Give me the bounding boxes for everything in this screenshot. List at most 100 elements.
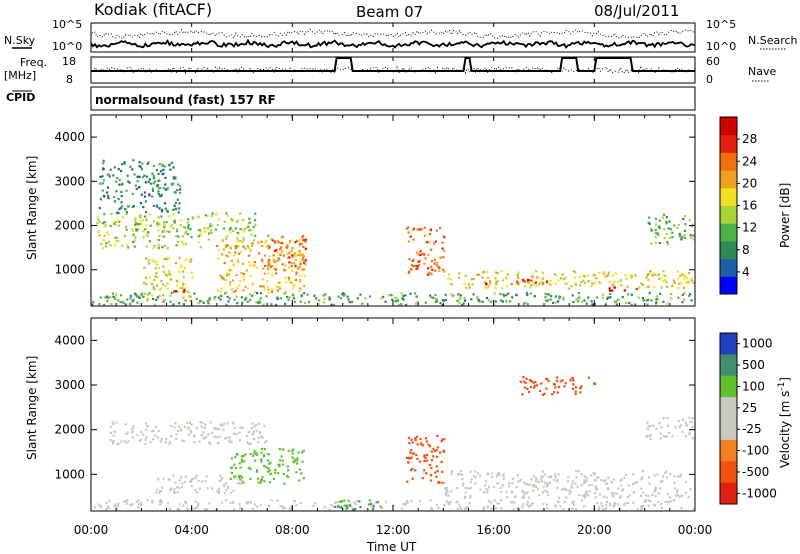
heatmap-cell (615, 303, 618, 306)
heatmap-cell (501, 300, 504, 303)
heatmap-cell (406, 480, 409, 483)
heatmap-cell (522, 376, 525, 379)
heatmap-cell (197, 215, 200, 218)
x-tick-label: 00:00 (74, 523, 109, 537)
heatmap-cell (542, 485, 546, 488)
heatmap-cell (676, 277, 680, 280)
heatmap-cell (593, 478, 596, 482)
colorbar-swatch (720, 223, 737, 242)
heatmap-cell (458, 272, 461, 275)
heatmap-cell (120, 205, 124, 208)
heatmap-cell (532, 282, 535, 285)
heatmap-cell (681, 494, 684, 497)
heatmap-cell (682, 217, 685, 221)
heatmap-cell (540, 475, 543, 478)
heatmap-cell (650, 242, 653, 245)
heatmap-cell (556, 486, 559, 489)
heatmap-cell (162, 230, 165, 233)
heatmap-cell (445, 489, 448, 492)
heatmap-cell (691, 223, 694, 226)
heatmap-cell (417, 253, 420, 256)
heatmap-cell (182, 290, 185, 293)
heatmap-cell (199, 233, 203, 237)
heatmap-cell (519, 479, 522, 482)
heatmap-cell (485, 283, 488, 286)
heatmap-cell (166, 287, 169, 290)
heatmap-cell (487, 500, 490, 503)
heatmap-cell (317, 303, 320, 306)
heatmap-cell (260, 458, 263, 461)
heatmap-cell (442, 449, 445, 452)
heatmap-cell (198, 487, 201, 490)
heatmap-cell (226, 255, 230, 258)
heatmap-cell (216, 224, 219, 227)
heatmap-cell (655, 302, 658, 305)
heatmap-cell (635, 480, 638, 484)
heatmap-cell (598, 506, 601, 509)
heatmap-cell (280, 241, 283, 245)
heatmap-cell (427, 443, 430, 446)
heatmap-cell (296, 239, 299, 242)
heatmap-cell (153, 434, 157, 437)
heatmap-cell (303, 268, 306, 271)
heatmap-cell (183, 425, 186, 429)
heatmap-cell (533, 384, 536, 387)
heatmap-cell (112, 434, 115, 437)
heatmap-cell (195, 474, 198, 477)
heatmap-cell (156, 296, 159, 299)
heatmap-cell (110, 303, 113, 306)
heatmap-cell (462, 302, 465, 305)
heatmap-cell (234, 456, 237, 459)
heatmap-cell (441, 438, 444, 441)
heatmap-cell (247, 431, 250, 434)
heatmap-cell (169, 441, 172, 444)
heatmap-cell (178, 487, 181, 490)
heatmap-cell (674, 487, 677, 490)
heatmap-cell (262, 303, 265, 306)
heatmap-cell (585, 302, 588, 305)
heatmap-cell (226, 437, 229, 440)
heatmap-cell (613, 491, 616, 494)
heatmap-cell (430, 248, 433, 251)
heatmap-cell (242, 454, 245, 458)
heatmap-cell (574, 482, 577, 485)
heatmap-cell (102, 168, 105, 171)
heatmap-cell (408, 258, 411, 261)
heatmap-cell (564, 276, 567, 279)
heatmap-cell (534, 284, 537, 287)
heatmap-cell (131, 300, 134, 303)
heatmap-cell (288, 256, 291, 259)
heatmap-cell (662, 280, 665, 283)
heatmap-cell (182, 295, 185, 298)
heatmap-cell (247, 500, 250, 504)
heatmap-cell (157, 193, 160, 196)
y-tick-label: 2000 (54, 423, 85, 437)
heatmap-cell (263, 448, 266, 451)
heatmap-cell (195, 297, 198, 300)
heatmap-cell (439, 302, 442, 305)
heatmap-cell (145, 245, 148, 248)
heatmap-cell (441, 470, 444, 473)
heatmap-cell (239, 466, 242, 469)
heatmap-cell (126, 244, 129, 247)
heatmap-cell (689, 420, 692, 423)
heatmap-cell (536, 276, 539, 279)
heatmap-cell (146, 175, 149, 178)
heatmap-cell (248, 293, 251, 296)
heatmap-cell (572, 379, 575, 382)
heatmap-cell (260, 240, 263, 243)
heatmap-cell (609, 503, 612, 507)
heatmap-cell (157, 179, 160, 182)
heatmap-cell (296, 266, 299, 269)
heatmap-cell (616, 503, 619, 506)
heatmap-cell (197, 235, 200, 238)
heatmap-cell (207, 433, 210, 436)
heatmap-cell (223, 220, 226, 223)
heatmap-cell (163, 298, 166, 301)
heatmap-cell (604, 482, 607, 486)
heatmap-cell (228, 228, 232, 231)
heatmap-cell (515, 293, 518, 296)
heatmap-cell (423, 469, 426, 472)
heatmap-cell (608, 292, 612, 296)
